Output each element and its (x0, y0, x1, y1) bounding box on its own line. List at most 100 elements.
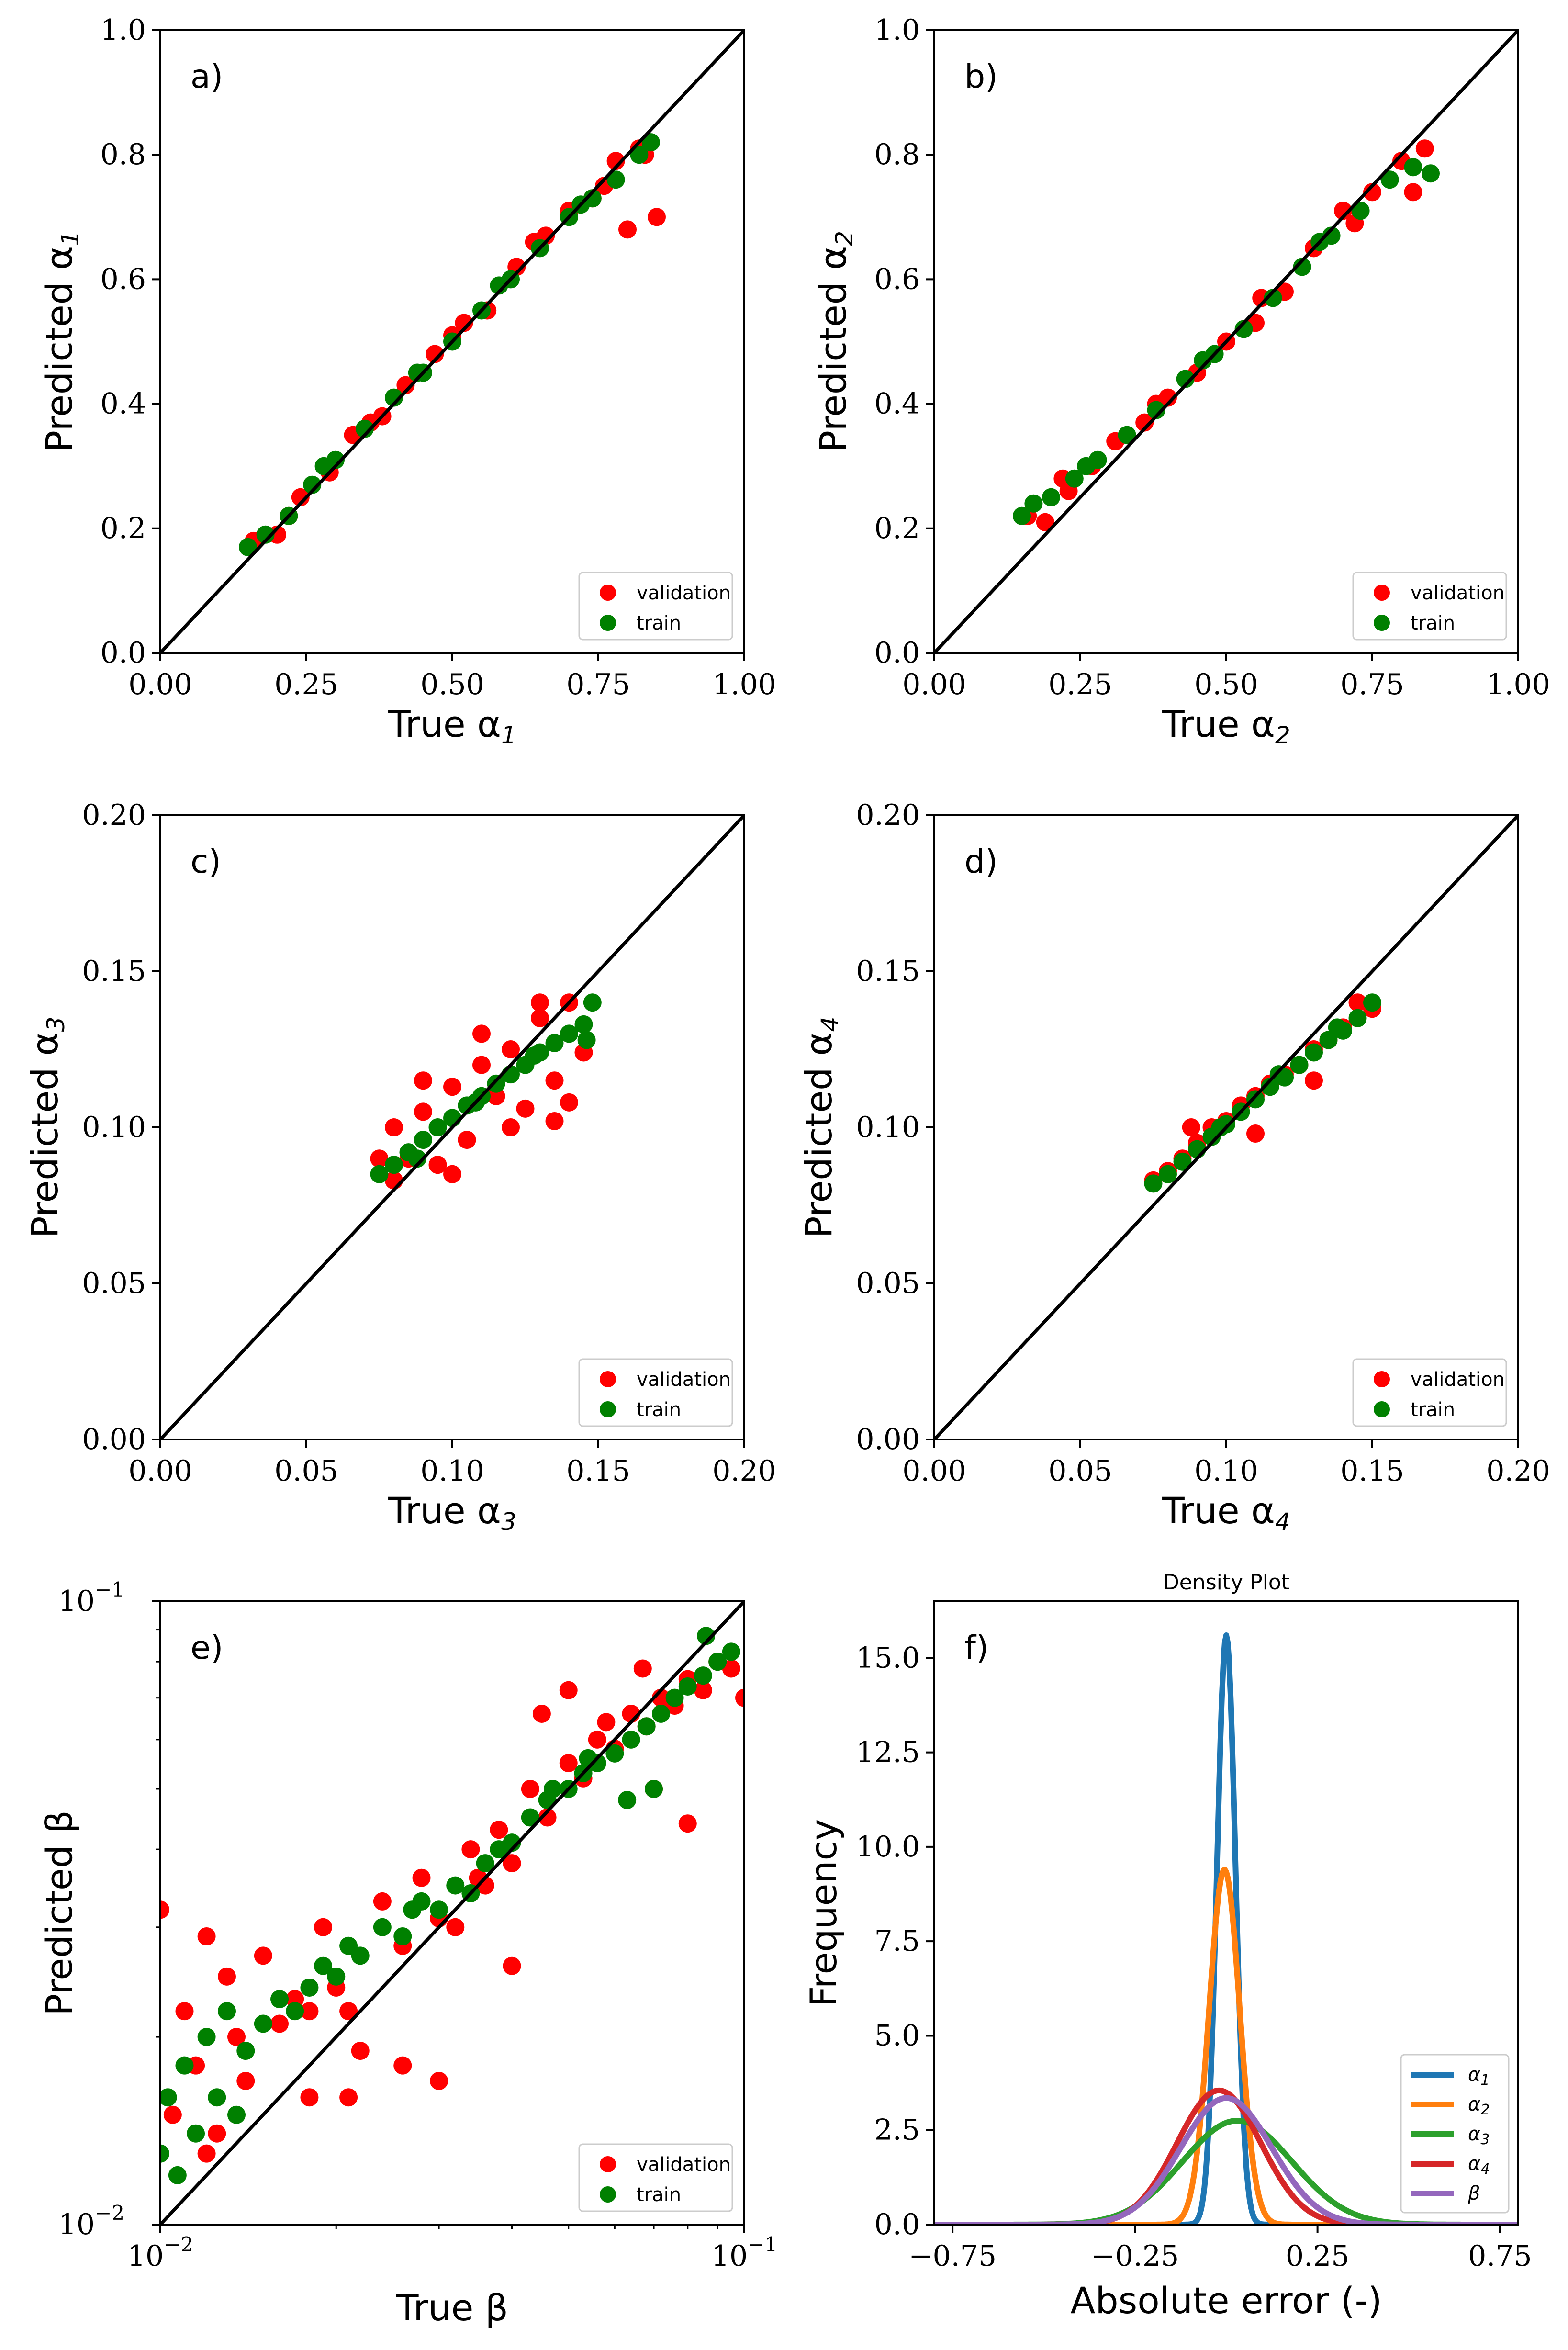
legend-label: α4 (1468, 2153, 1490, 2178)
validation-point (588, 1730, 606, 1749)
legend-box (578, 572, 733, 641)
train-point (1147, 401, 1165, 419)
y-tick-label: 0.8 (101, 138, 146, 171)
legend-label: validation (637, 1369, 731, 1391)
train-point (630, 146, 649, 164)
train-point (697, 1627, 716, 1645)
y-tick-label: 10.0 (856, 1830, 920, 1864)
train-point (722, 1642, 740, 1661)
validation-point (490, 1821, 508, 1839)
legend-label: train (637, 1399, 681, 1421)
train-point (1042, 488, 1060, 506)
legend-marker-train (1374, 615, 1390, 631)
legend-marker-train (600, 2186, 616, 2203)
x-tick-label: 0.25 (274, 668, 338, 701)
train-point (160, 2144, 169, 2163)
train-point (525, 1046, 543, 1065)
validation-point (163, 2105, 182, 2124)
train-point (408, 363, 426, 382)
legend-marker-validation (600, 1371, 616, 1387)
plot-area-a (160, 30, 744, 653)
y-tick-label: 0.20 (82, 798, 146, 832)
train-point (1188, 1140, 1206, 1158)
train-point (1363, 993, 1381, 1012)
y-tick-label: 0.4 (101, 387, 146, 421)
panel-label: b) (964, 58, 998, 96)
train-point (314, 457, 333, 475)
axes-frame (933, 1600, 1519, 2226)
validation-point (351, 2042, 370, 2060)
validation-point (1415, 139, 1434, 158)
y-tick-label: 0.15 (856, 955, 920, 988)
validation-point (1404, 183, 1422, 202)
legend: validation train (578, 572, 733, 641)
train-point (1194, 351, 1212, 370)
train-point (577, 1031, 596, 1049)
validation-point (597, 1713, 616, 1732)
panel-e: 10−2 10−1 10−2 10−1 True β Predicted β e) valid… (38, 1578, 777, 2329)
legend-box (1352, 1358, 1507, 1427)
validation-point (443, 1165, 461, 1183)
train-point (618, 1791, 637, 1810)
validation-point (396, 376, 415, 394)
validation-point (648, 208, 666, 226)
validation-point (545, 1112, 564, 1130)
validation-point (538, 1808, 557, 1827)
validation-point (414, 1102, 432, 1121)
legend-marker-train (600, 615, 616, 631)
validation-point (426, 345, 444, 363)
validation-point (175, 2002, 194, 2021)
validation-point (197, 2144, 216, 2163)
legend: validation train (578, 1358, 733, 1427)
validation-point (461, 1840, 480, 1859)
y-tick-label: 0.05 (856, 1267, 920, 1300)
train-point (430, 1900, 448, 1919)
train-point (605, 1744, 624, 1763)
legend-marker-train (600, 1401, 616, 1417)
train-point (579, 1749, 597, 1767)
train-point (1176, 370, 1195, 388)
train-point (1118, 426, 1136, 444)
train-point (408, 1149, 426, 1168)
train-point (300, 1978, 319, 1997)
validation-point (1363, 183, 1381, 202)
train-point (351, 1946, 370, 1965)
validation-point (1036, 513, 1054, 531)
train-point (487, 1074, 505, 1093)
series-train-d (1144, 993, 1381, 1193)
legend-label: train (1411, 1399, 1455, 1421)
validation-point (428, 1156, 447, 1174)
validation-point (531, 1009, 549, 1027)
y-tick-label: 2.5 (874, 2114, 920, 2147)
x-axis-label: True α3 (388, 1489, 516, 1536)
validation-point (430, 2071, 448, 2090)
validation-point (472, 1056, 491, 1074)
x-tick-label: 0.50 (420, 668, 484, 701)
identity-line (934, 30, 1518, 653)
validation-point (270, 2014, 289, 2033)
validation-point (370, 1149, 389, 1168)
train-point (1293, 258, 1311, 276)
train-point (208, 2088, 226, 2107)
y-axis-label: Predicted β (38, 1810, 80, 2015)
validation-point (218, 1967, 236, 1986)
validation-point (300, 2088, 319, 2107)
train-point (1159, 1165, 1177, 1183)
train-point (708, 1653, 727, 1671)
y-tick-label: 12.5 (856, 1736, 920, 1769)
panel-label: e) (190, 1629, 223, 1667)
validation-point (487, 1087, 505, 1105)
train-point (227, 2105, 246, 2124)
series-train-e (160, 1627, 740, 2184)
validation-point (503, 1854, 521, 1873)
y-tick-label: 0.2 (101, 512, 146, 545)
y-tick-label: 10−2 (58, 2201, 124, 2241)
x-tick-label: 0.10 (420, 1454, 484, 1488)
panel-a: 0.00 0.25 0.50 0.75 1.00 0.0 0.2 0.4 0.6 0.8 1.0 Tr… (38, 13, 776, 749)
x-tick-label: 0.00 (902, 1454, 966, 1488)
train-point (428, 1118, 447, 1136)
panel-label: a) (190, 58, 223, 96)
x-axis-label: True α1 (388, 703, 516, 749)
x-tick-label: 0.75 (566, 668, 630, 701)
y-tick-label: 0.6 (874, 262, 920, 296)
